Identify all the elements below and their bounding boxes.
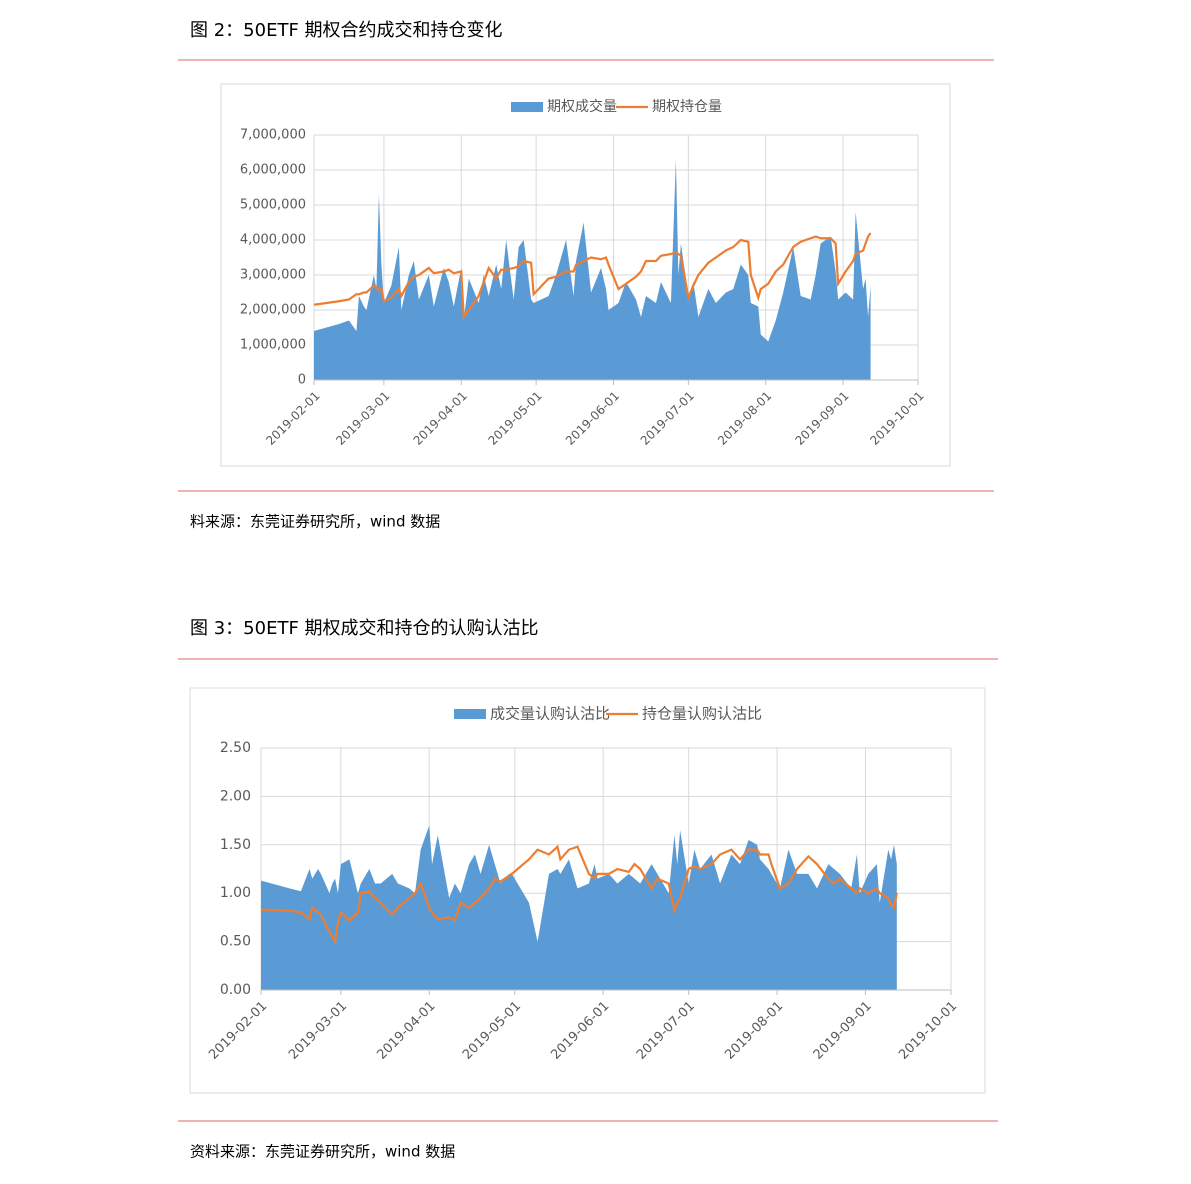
y-tick-label: 1,000,000 [240, 338, 306, 353]
y-tick-label: 4,000,000 [240, 233, 306, 248]
area [261, 825, 897, 990]
area [314, 159, 871, 380]
source: 料来源：东莞证券研究所，wind 数据 [190, 513, 440, 531]
legend-swatch [511, 102, 543, 112]
y-tick-label: 7,000,000 [240, 128, 306, 143]
y-tick-label: 2.00 [220, 788, 251, 804]
caption: 图 3：50ETF 期权成交和持仓的认购认沽比 [190, 618, 539, 639]
y-tick-label: 5,000,000 [240, 198, 306, 213]
source: 资料来源：东莞证券研究所，wind 数据 [190, 1143, 455, 1161]
y-tick-label: 1.50 [220, 837, 251, 853]
legend-label: 持仓量认购认沽比 [642, 705, 762, 723]
y-tick-label: 2,000,000 [240, 303, 306, 318]
caption: 图 2：50ETF 期权合约成交和持仓变化 [190, 20, 503, 41]
y-tick-label: 0 [298, 373, 306, 388]
legend-swatch [454, 709, 486, 719]
y-tick-label: 3,000,000 [240, 268, 306, 283]
legend-label: 成交量认购认沽比 [490, 705, 610, 723]
line [260, 844, 898, 945]
y-tick-label: 0.00 [220, 982, 251, 998]
y-tick-label: 1.00 [220, 885, 251, 901]
legend-label: 期权持仓量 [652, 99, 722, 115]
line [313, 232, 872, 321]
y-tick-label: 6,000,000 [240, 163, 306, 178]
y-tick-label: 2.50 [220, 740, 251, 756]
y-tick-label: 0.50 [220, 934, 251, 950]
legend-label: 期权成交量 [547, 98, 617, 115]
